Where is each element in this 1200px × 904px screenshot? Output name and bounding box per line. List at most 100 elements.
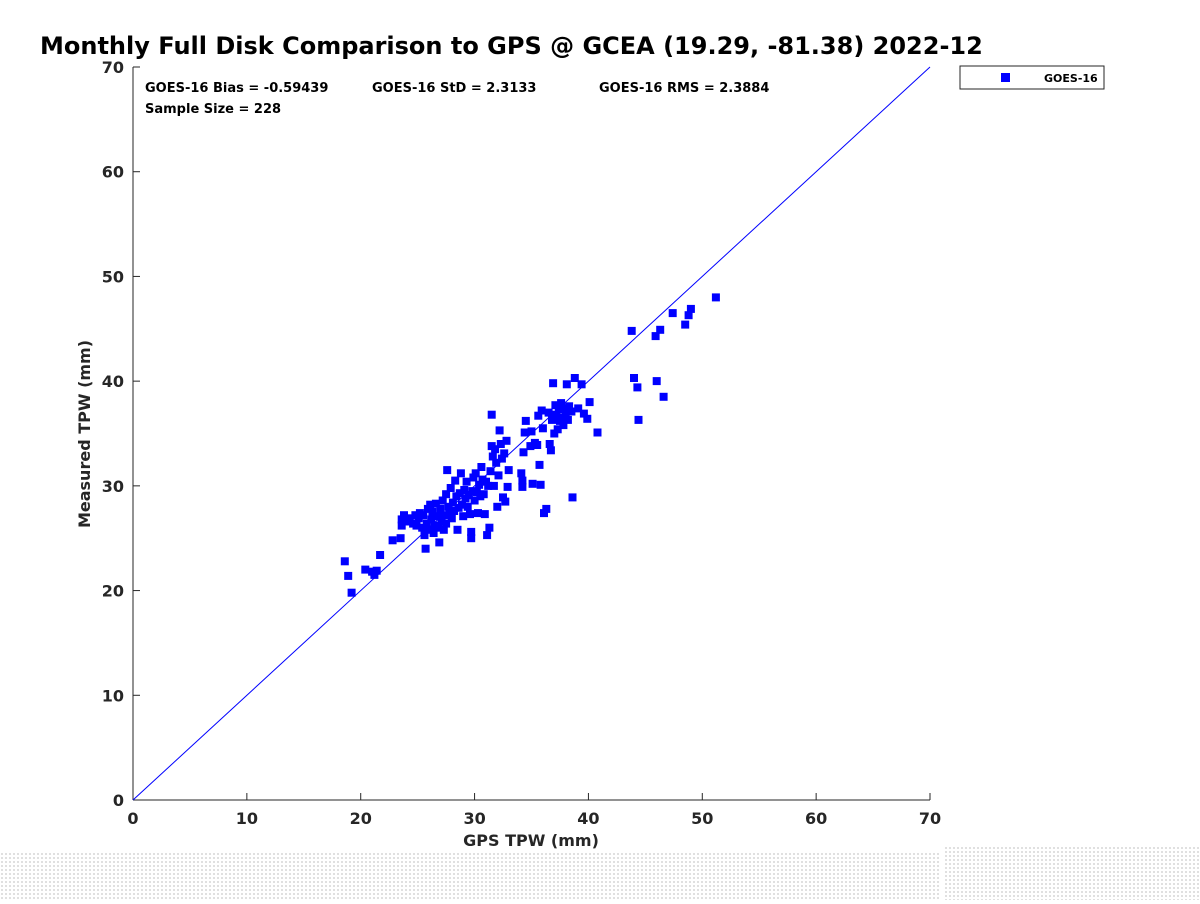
data-point: [593, 428, 602, 437]
data-point: [574, 404, 583, 413]
data-point: [443, 466, 452, 475]
x-tick-label: 70: [919, 809, 941, 828]
data-point: [474, 509, 482, 518]
data-point: [429, 529, 438, 537]
data-point: [483, 531, 492, 540]
data-point: [497, 454, 506, 463]
chart-title: Monthly Full Disk Comparison to GPS @ GC…: [40, 32, 983, 60]
y-tick-label: 10: [102, 686, 124, 705]
x-tick-label: 30: [463, 809, 485, 828]
data-point: [456, 469, 465, 478]
data-point: [347, 588, 356, 597]
data-point: [536, 480, 545, 489]
legend-label: GOES-16: [1044, 72, 1098, 85]
data-point: [419, 511, 428, 520]
data-point: [627, 326, 636, 335]
y-axis-label: Measured TPW (mm): [75, 340, 94, 528]
stat-sample-size: Sample Size = 228: [145, 102, 281, 117]
data-point: [460, 486, 469, 494]
data-point: [577, 380, 586, 389]
data-point: [550, 429, 559, 438]
background-dot-pattern-left: [0, 852, 940, 900]
data-point: [405, 514, 414, 523]
data-point: [560, 404, 569, 413]
data-point: [579, 409, 588, 418]
data-point: [499, 493, 507, 502]
data-point: [567, 407, 576, 416]
data-point: [553, 425, 562, 434]
data-point: [435, 538, 444, 547]
data-point: [668, 309, 677, 318]
data-point: [551, 401, 560, 410]
data-point: [469, 473, 478, 482]
data-point: [559, 421, 568, 430]
data-point: [495, 426, 504, 435]
data-point: [568, 493, 577, 502]
data-point: [520, 428, 529, 437]
legend-marker: [1001, 73, 1010, 82]
data-point: [501, 497, 510, 506]
data-point: [519, 448, 528, 457]
data-point: [412, 521, 421, 530]
data-point: [414, 514, 423, 523]
data-point: [549, 379, 558, 388]
data-point: [459, 512, 468, 521]
data-point: [448, 498, 457, 507]
x-tick-label: 50: [691, 809, 713, 828]
data-point: [544, 408, 553, 417]
data-point: [475, 480, 484, 489]
data-point: [538, 424, 547, 433]
data-point: [557, 399, 566, 408]
plot-area: [132, 67, 930, 801]
data-points: [340, 293, 720, 597]
data-point: [583, 414, 592, 423]
data-point: [467, 534, 476, 543]
y-tick-label: 70: [102, 58, 124, 77]
stat-std: GOES-16 StD = 2.3133: [372, 81, 536, 96]
y-tick-label: 60: [102, 163, 124, 182]
data-point: [437, 517, 446, 526]
data-point: [370, 570, 379, 579]
data-point: [548, 415, 556, 424]
data-point: [451, 476, 460, 485]
data-point: [482, 477, 490, 486]
data-point: [534, 411, 543, 420]
data-point: [488, 452, 497, 461]
data-point: [418, 523, 427, 532]
data-point: [462, 477, 471, 486]
data-point: [491, 445, 500, 454]
y-tick-label: 40: [102, 372, 124, 391]
data-point: [535, 460, 544, 469]
data-point: [681, 320, 690, 329]
data-point: [656, 325, 665, 334]
data-point: [344, 571, 353, 580]
data-point: [372, 566, 381, 575]
data-point: [562, 380, 571, 389]
data-point: [396, 534, 405, 543]
data-point: [458, 500, 466, 509]
data-point: [463, 502, 472, 511]
data-point: [484, 481, 493, 490]
data-point: [436, 504, 445, 513]
data-point: [652, 377, 661, 386]
data-point: [447, 514, 456, 523]
data-point: [397, 521, 406, 530]
data-point: [504, 466, 513, 475]
data-point: [565, 402, 574, 411]
data-point: [438, 496, 447, 505]
y-tick-label: 0: [113, 791, 124, 810]
x-tick-label: 0: [127, 809, 138, 828]
data-point: [711, 293, 720, 302]
data-point: [487, 410, 496, 419]
data-point: [533, 441, 542, 449]
x-tick-label: 40: [577, 809, 599, 828]
data-point: [630, 374, 638, 382]
data-point: [479, 490, 488, 499]
data-point: [633, 383, 642, 392]
data-point: [517, 469, 526, 478]
data-point: [561, 409, 570, 418]
data-point: [450, 507, 459, 515]
data-point: [521, 416, 530, 425]
data-point: [486, 467, 495, 476]
data-point: [502, 436, 511, 445]
